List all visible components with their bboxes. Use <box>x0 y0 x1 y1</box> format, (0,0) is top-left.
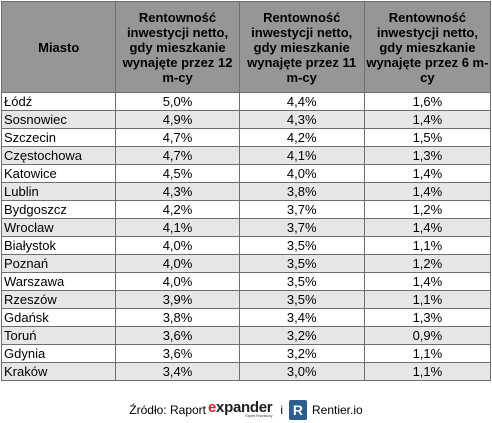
yield-6m-cell: 1,4% <box>363 164 492 183</box>
yield-12m-cell: 4,0% <box>115 272 240 291</box>
yield-11m-cell: 4,0% <box>238 164 365 183</box>
table-row: Warszawa 4,0% 3,5% 1,4% <box>0 272 492 291</box>
yield-6m-cell: 1,3% <box>363 308 492 327</box>
yield-11m-cell: 3,2% <box>238 326 365 345</box>
yield-11m-cell: 3,7% <box>238 200 365 219</box>
yield-6m-cell: 1,4% <box>363 110 492 129</box>
table-row: Kraków 3,4% 3,0% 1,1% <box>0 362 492 381</box>
city-cell: Białystok <box>0 236 117 255</box>
city-cell: Rzeszów <box>0 290 117 309</box>
table-row: Białystok 4,0% 3,5% 1,1% <box>0 236 492 255</box>
city-cell: Kraków <box>0 362 117 381</box>
yield-12m-cell: 3,6% <box>115 344 240 363</box>
yield-6m-cell: 1,1% <box>363 290 492 309</box>
table-body: Łódź 5,0% 4,4% 1,6% Sosnowiec 4,9% 4,3% 1,4% Szc… <box>0 92 492 381</box>
city-cell: Bydgoszcz <box>0 200 117 219</box>
yield-12m-cell: 4,2% <box>115 200 240 219</box>
yield-12m-cell: 3,6% <box>115 326 240 345</box>
table-row: Lublin 4,3% 3,8% 1,4% <box>0 182 492 201</box>
table-row: Gdańsk 3,8% 3,4% 1,3% <box>0 308 492 327</box>
yield-6m-cell: 1,4% <box>363 218 492 237</box>
yield-6m-cell: 1,2% <box>363 254 492 273</box>
yield-11m-cell: 3,0% <box>238 362 365 381</box>
yield-12m-cell: 4,7% <box>115 128 240 147</box>
yield-6m-cell: 1,2% <box>363 200 492 219</box>
table-row: Katowice 4,5% 4,0% 1,4% <box>0 164 492 183</box>
city-cell: Lublin <box>0 182 117 201</box>
yield-12m-cell: 4,7% <box>115 146 240 165</box>
expander-logo: expander Expert Finansowy <box>208 399 273 418</box>
header-row: Miasto Rentowność inwestycji netto, gdy … <box>0 1 492 93</box>
yield-6m-cell: 1,4% <box>363 272 492 291</box>
city-cell: Gdynia <box>0 344 117 363</box>
yield-12m-cell: 4,3% <box>115 182 240 201</box>
expander-logo-subtitle: Expert Finansowy <box>245 413 273 418</box>
yield-12m-cell: 3,9% <box>115 290 240 309</box>
yield-12m-cell: 4,0% <box>115 236 240 255</box>
city-cell: Gdańsk <box>0 308 117 327</box>
table-row: Rzeszów 3,9% 3,5% 1,1% <box>0 290 492 309</box>
table-row: Wrocław 4,1% 3,7% 1,4% <box>0 218 492 237</box>
header-11-months: Rentowność inwestycji netto, gdy mieszka… <box>238 1 365 93</box>
yield-11m-cell: 4,1% <box>238 146 365 165</box>
table-row: Częstochowa 4,7% 4,1% 1,3% <box>0 146 492 165</box>
yield-11m-cell: 4,3% <box>238 110 365 129</box>
yield-6m-cell: 1,1% <box>363 362 492 381</box>
table-row: Sosnowiec 4,9% 4,3% 1,4% <box>0 110 492 129</box>
city-cell: Częstochowa <box>0 146 117 165</box>
yield-11m-cell: 3,5% <box>238 272 365 291</box>
yield-12m-cell: 4,0% <box>115 254 240 273</box>
yield-6m-cell: 0,9% <box>363 326 492 345</box>
table-row: Gdynia 3,6% 3,2% 1,1% <box>0 344 492 363</box>
header-12-months: Rentowność inwestycji netto, gdy mieszka… <box>115 1 240 93</box>
yield-11m-cell: 3,2% <box>238 344 365 363</box>
yield-11m-cell: 3,5% <box>238 236 365 255</box>
yield-11m-cell: 3,5% <box>238 290 365 309</box>
table-row: Łódź 5,0% 4,4% 1,6% <box>0 92 492 111</box>
header-6-months: Rentowność inwestycji netto, gdy mieszka… <box>363 1 492 93</box>
table-row: Poznań 4,0% 3,5% 1,2% <box>0 254 492 273</box>
yield-6m-cell: 1,1% <box>363 236 492 255</box>
yield-11m-cell: 4,2% <box>238 128 365 147</box>
table-row: Bydgoszcz 4,2% 3,7% 1,2% <box>0 200 492 219</box>
expander-logo-e: e <box>208 399 217 416</box>
table-row: Szczecin 4,7% 4,2% 1,5% <box>0 128 492 147</box>
city-cell: Wrocław <box>0 218 117 237</box>
source-footer: Źródło: Raport expander Expert Finansowy… <box>0 396 492 423</box>
yield-12m-cell: 3,4% <box>115 362 240 381</box>
city-cell: Szczecin <box>0 128 117 147</box>
table-header: Miasto Rentowność inwestycji netto, gdy … <box>0 1 492 93</box>
yield-table: Miasto Rentowność inwestycji netto, gdy … <box>0 1 492 381</box>
yield-12m-cell: 4,9% <box>115 110 240 129</box>
city-cell: Poznań <box>0 254 117 273</box>
yield-11m-cell: 4,4% <box>238 92 365 111</box>
yield-12m-cell: 4,5% <box>115 164 240 183</box>
footer-conjunction: i <box>280 402 283 417</box>
yield-12m-cell: 3,8% <box>115 308 240 327</box>
city-cell: Sosnowiec <box>0 110 117 129</box>
city-cell: Katowice <box>0 164 117 183</box>
yield-11m-cell: 3,4% <box>238 308 365 327</box>
yield-6m-cell: 1,6% <box>363 92 492 111</box>
city-cell: Toruń <box>0 326 117 345</box>
rentier-label: Rentier.io <box>311 402 363 417</box>
yield-12m-cell: 4,1% <box>115 218 240 237</box>
yield-11m-cell: 3,5% <box>238 254 365 273</box>
yield-11m-cell: 3,7% <box>238 218 365 237</box>
yield-11m-cell: 3,8% <box>238 182 365 201</box>
city-cell: Łódź <box>0 92 117 111</box>
rentier-logo-icon: R <box>288 399 307 420</box>
yield-6m-cell: 1,4% <box>363 182 492 201</box>
yield-6m-cell: 1,5% <box>363 128 492 147</box>
expander-logo-text: xpander <box>216 399 273 416</box>
header-city: Miasto <box>0 1 117 93</box>
table-row: Toruń 3,6% 3,2% 0,9% <box>0 326 492 345</box>
yield-12m-cell: 5,0% <box>115 92 240 111</box>
yield-6m-cell: 1,1% <box>363 344 492 363</box>
yield-6m-cell: 1,3% <box>363 146 492 165</box>
city-cell: Warszawa <box>0 272 117 291</box>
source-label: Źródło: Raport <box>129 402 206 417</box>
